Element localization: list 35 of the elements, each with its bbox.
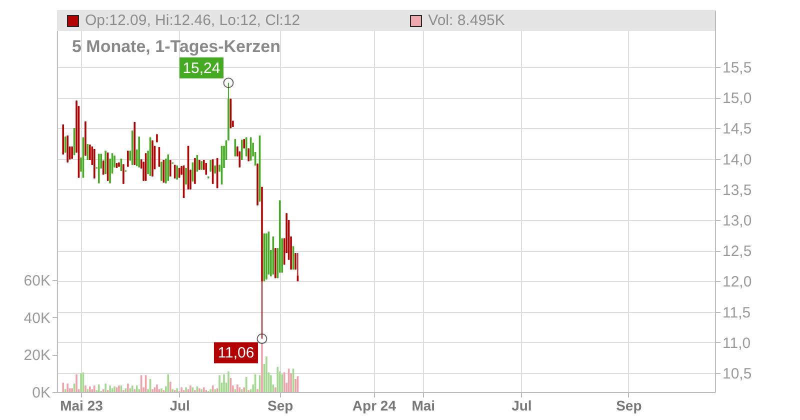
y-tick-label: 11,0 (722, 334, 751, 352)
y-tick-label: 11,5 (722, 304, 751, 322)
y-tick-label: 15,0 (722, 90, 752, 108)
y-tick-label: 12,5 (722, 243, 752, 260)
y2-tick-label: 40K (24, 310, 50, 327)
x-tick-label: Mai (412, 398, 436, 414)
y-tick-label: 12,0 (722, 274, 752, 291)
x-tick-label: Sep (268, 398, 294, 414)
candlestick (185, 167, 187, 185)
annotation: 11,06 (218, 344, 254, 362)
candlestick (160, 161, 162, 182)
annotation: 15,24 (182, 60, 220, 77)
candlestick (238, 150, 241, 168)
y-tick-label: 14,0 (722, 151, 752, 168)
candlestick (240, 139, 243, 160)
legend-label: Op:12.09, Hi:12.46, Lo:12, Cl:12 (85, 12, 300, 29)
x-tick-label: Mai 23 (60, 398, 104, 414)
y2-tick-label: 0K (32, 384, 50, 402)
candlestick (243, 138, 246, 149)
y2-tick-label: 60K (24, 272, 50, 290)
text: 5 Monate, 1-Tages-Kerzen (72, 37, 280, 56)
x-tick-label: Sep (616, 398, 642, 414)
x-tick-label: Jul (170, 398, 190, 414)
y2-tick-label: 20K (24, 347, 50, 364)
y-tick-label: 15,5 (722, 59, 752, 76)
candlestick (71, 146, 73, 160)
y-tick-label: 14,5 (722, 120, 752, 138)
x-tick-label: Apr 24 (352, 398, 396, 414)
legend-label: Vol: 8.495K (428, 12, 505, 29)
x-tick-label: Jul (512, 398, 532, 414)
y-tick-label: 13,0 (722, 212, 752, 230)
y-tick-label: 13,5 (722, 182, 752, 199)
candlestick (122, 164, 124, 184)
candlestick (64, 136, 66, 154)
y-tick-label: 10,5 (722, 366, 752, 383)
